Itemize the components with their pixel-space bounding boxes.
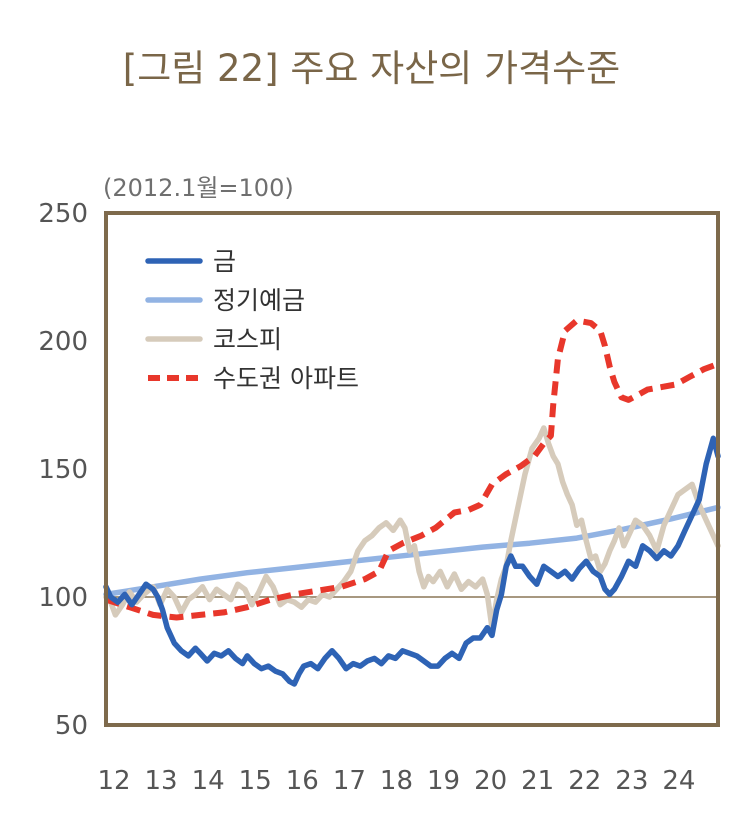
x-tick-label: 15 [239,766,272,796]
series-line-2 [103,425,721,631]
y-tick-label: 250 [38,199,88,229]
x-tick-label: 24 [662,766,695,796]
x-tick-label: 22 [568,766,601,796]
x-tick-label: 18 [380,766,413,796]
series-line-3 [105,317,720,621]
x-tick-label: 16 [286,766,319,796]
y-tick-label: 150 [38,455,88,485]
x-tick-label: 21 [521,766,554,796]
y-tick-labels: 50 100 150 200 250 [38,199,88,741]
x-tick-label: 19 [427,766,460,796]
legend-label: 코스피 [213,325,282,354]
legend-label: 수도권 아파트 [213,364,359,393]
x-tick-label: 12 [97,766,130,796]
x-tick-label: 13 [145,766,178,796]
y-tick-label: 50 [55,711,88,741]
page-title: [그림 22] 주요 자산의 가격수준 [122,47,621,90]
plot-frame [104,211,720,727]
series-group [103,317,721,687]
y-tick-label: 100 [38,583,88,613]
legend-label: 정기예금 [213,286,305,315]
y-tick-label: 200 [38,327,88,357]
x-tick-label: 14 [192,766,225,796]
x-tick-label: 17 [333,766,366,796]
series-line-0 [103,435,721,687]
x-tick-label: 20 [474,766,507,796]
unit-note: (2012.1월=100) [103,174,294,202]
legend-label: 금 [213,247,236,276]
x-tick-label: 23 [615,766,648,796]
x-tick-labels: 12 13 14 15 16 17 18 19 20 21 22 23 24 [97,766,695,796]
